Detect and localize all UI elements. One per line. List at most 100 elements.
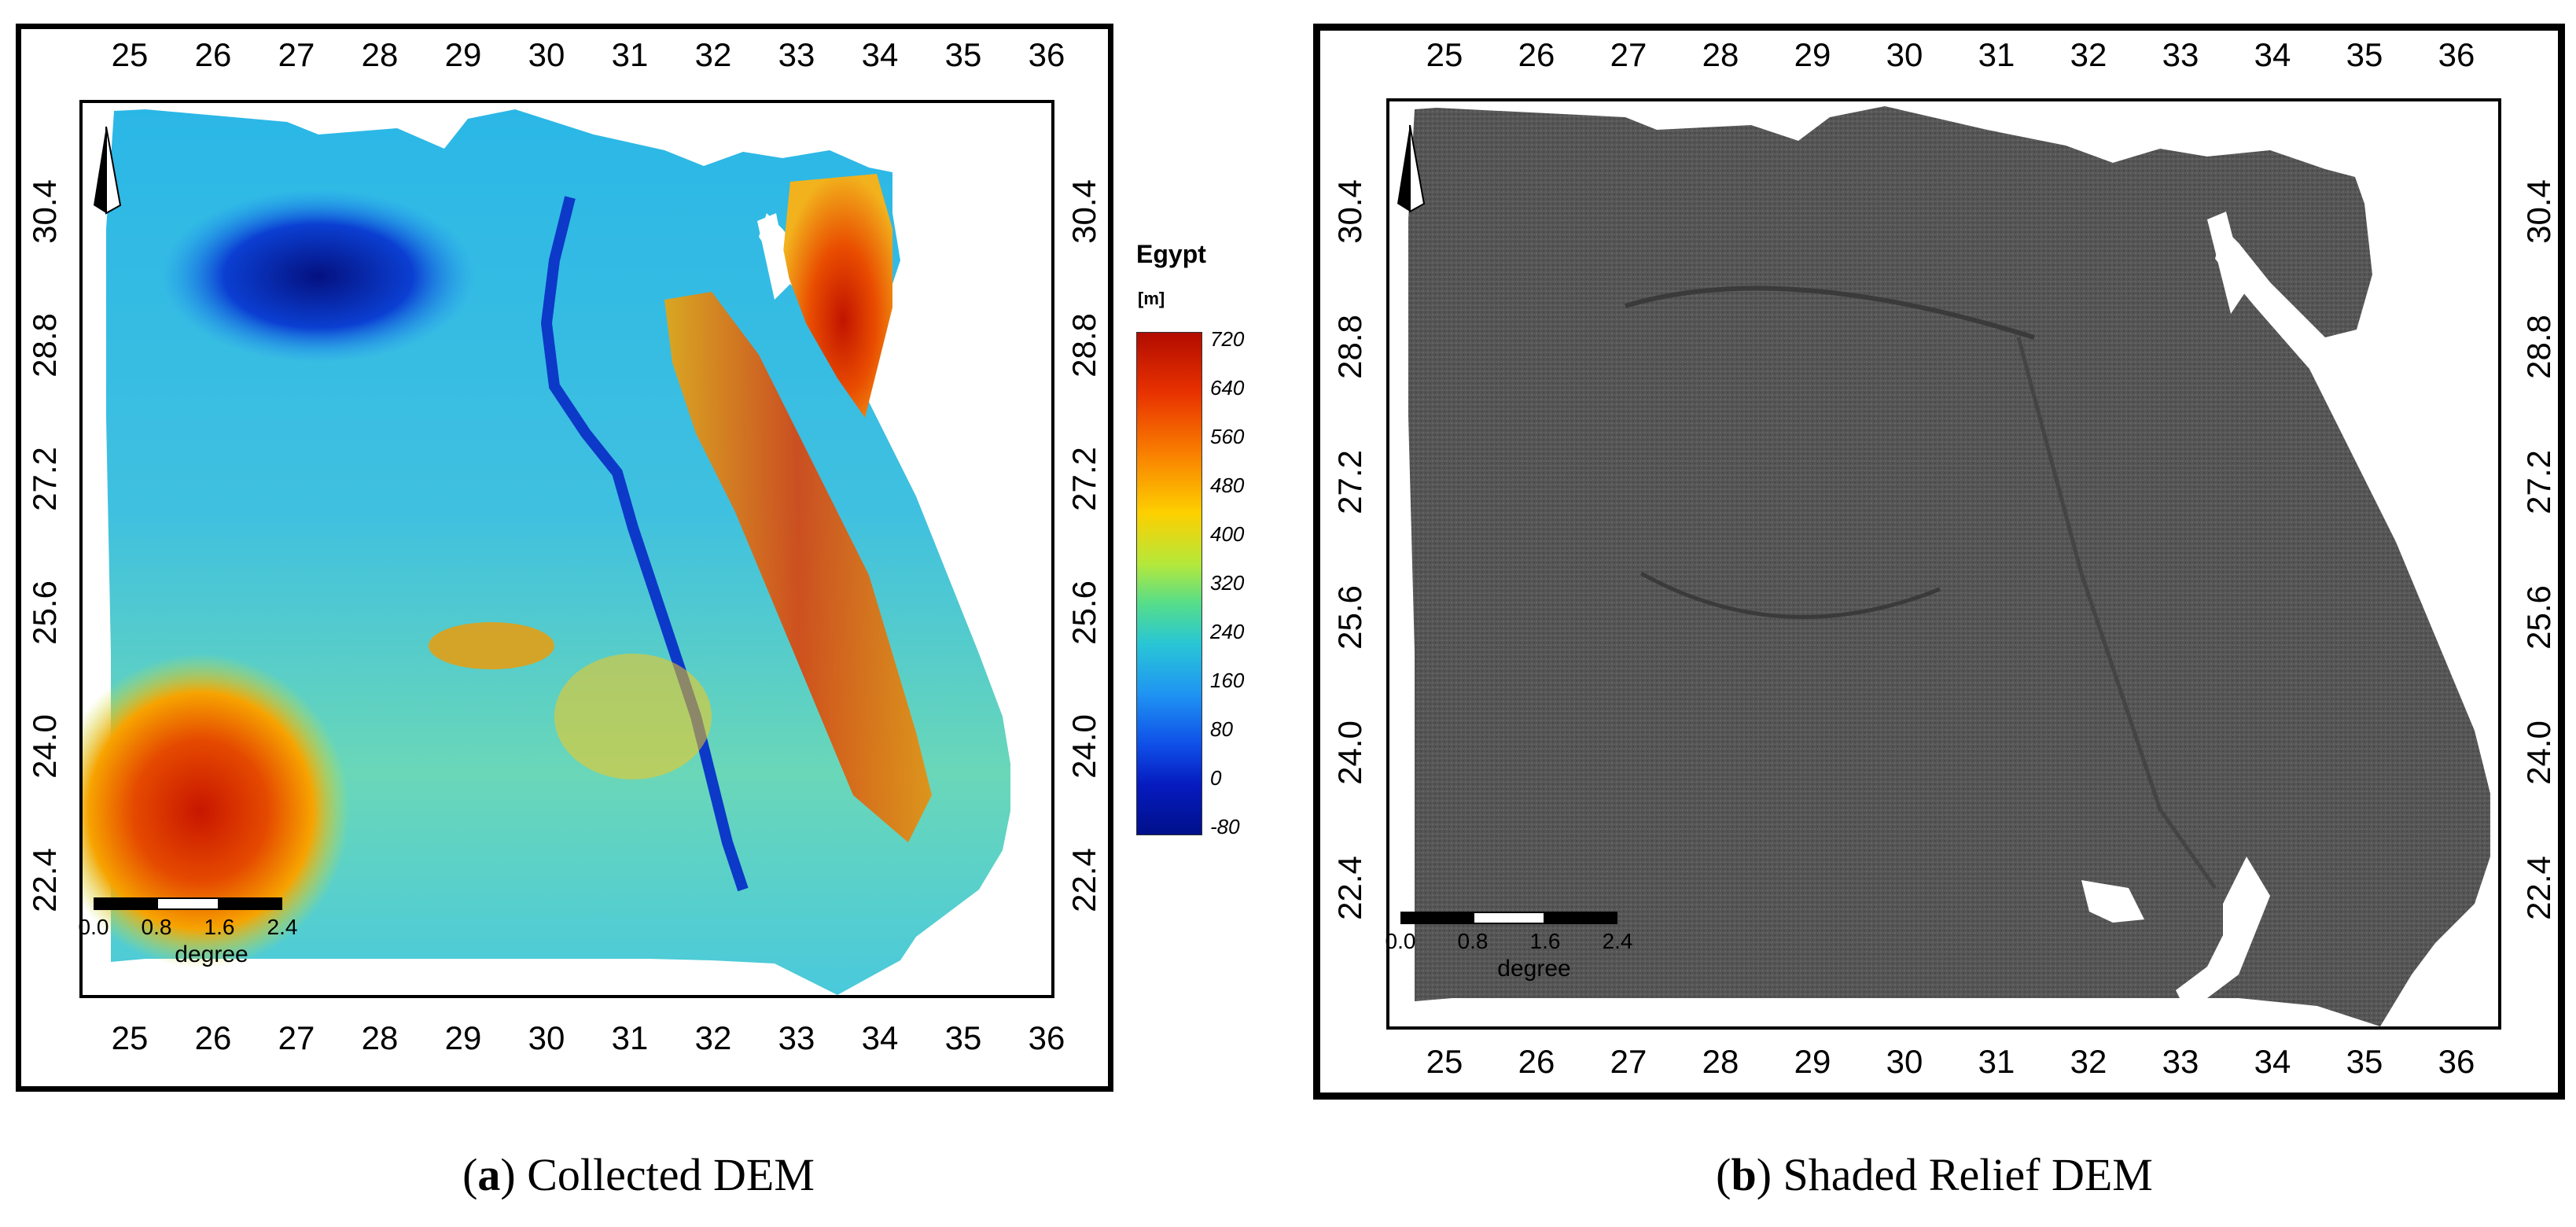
scale-label: 1.6 — [204, 915, 235, 939]
legend-label: 160 — [1210, 669, 1245, 692]
x-tick-label: 35 — [2346, 36, 2383, 73]
x-tick-label: 36 — [1028, 1019, 1065, 1056]
y-tick-label: 24.0 — [26, 714, 63, 779]
legend-label: 320 — [1210, 571, 1245, 595]
y-tick-label: 27.2 — [26, 447, 63, 511]
qattara-depression — [161, 190, 476, 363]
x-tick-label: 29 — [444, 36, 482, 73]
y-tick-label: 30.4 — [2520, 179, 2557, 244]
panel-collected-dem: 0.0 0.8 1.6 2.4 degree Egypt [m] 720 640 5… — [16, 24, 1244, 1092]
x-tick-label: 30 — [528, 1019, 565, 1056]
map-frame-a: 0.0 0.8 1.6 2.4 degree — [79, 100, 1054, 998]
y-tick-label: 30.4 — [1065, 179, 1102, 244]
scale-label: 0.8 — [1457, 929, 1489, 953]
y-tick-label: 27.2 — [1065, 447, 1102, 511]
x-tick-label: 27 — [278, 36, 315, 73]
legend-color-bar — [1136, 332, 1202, 835]
legend-label: 720 — [1210, 327, 1245, 351]
kharga-highland — [429, 622, 554, 669]
x-tick-label: 33 — [2162, 1043, 2199, 1080]
x-tick-label: 29 — [444, 1019, 482, 1056]
x-tick-label: 28 — [1702, 36, 1739, 73]
scale-label: 0.8 — [141, 915, 172, 939]
scalebar-a: 0.0 0.8 1.6 2.4 degree — [79, 897, 314, 968]
scale-label: 0.0 — [1385, 929, 1416, 953]
gulf-of-suez — [2207, 212, 2247, 314]
x-tick-label: 35 — [944, 1019, 982, 1056]
x-tick-label: 35 — [944, 36, 982, 73]
caption-a: (a) Collected DEM — [462, 1149, 815, 1200]
x-tick-label: 32 — [694, 1019, 732, 1056]
x-tick-label: 28 — [361, 36, 399, 73]
y-tick-label: 22.4 — [26, 848, 63, 912]
caption-text: Shaded Relief DEM — [1783, 1149, 2153, 1200]
x-tick-label: 31 — [1978, 1043, 2015, 1080]
gilf-kebir — [83, 654, 350, 968]
y-tick-label: 22.4 — [1331, 856, 1368, 920]
x-tick-label: 30 — [528, 36, 565, 73]
caption-letter: a — [477, 1149, 501, 1200]
x-tick-label: 30 — [1886, 1043, 1923, 1080]
x-tick-label: 33 — [778, 36, 815, 73]
y-tick-label: 27.2 — [1331, 450, 1368, 514]
legend-label: 560 — [1210, 425, 1245, 448]
caption-b: (b) Shaded Relief DEM — [1716, 1149, 2153, 1200]
x-tick-label: 31 — [1978, 36, 2015, 73]
x-tick-label: 26 — [1518, 36, 1555, 73]
scalebar-b: 0.0 0.8 1.6 2.4 degree — [1386, 912, 1652, 982]
x-tick-label: 34 — [2254, 36, 2291, 73]
y-tick-label: 25.6 — [2520, 585, 2557, 650]
y-tick-label: 28.8 — [1331, 315, 1368, 379]
y-tick-label: 28.8 — [26, 313, 63, 378]
x-tick-label: 33 — [2162, 36, 2199, 73]
x-tick-label: 26 — [194, 36, 232, 73]
scale-label: 1.6 — [1529, 929, 1561, 953]
central-plateau — [554, 654, 712, 779]
gulf-of-suez — [757, 213, 790, 300]
y-tick-label: 25.6 — [1065, 580, 1102, 645]
x-tick-label: 31 — [611, 1019, 649, 1056]
y-tick-label: 24.0 — [1065, 714, 1102, 779]
y-tick-label: 22.4 — [2520, 856, 2557, 920]
y-tick-label: 28.8 — [1065, 313, 1102, 378]
legend-label: 640 — [1210, 376, 1245, 400]
y-tick-label: 28.8 — [2520, 315, 2557, 379]
y-tick-label: 30.4 — [1331, 179, 1368, 244]
x-tick-label: 29 — [1794, 1043, 1831, 1080]
legend-label: 0 — [1210, 766, 1222, 790]
x-tick-label: 28 — [1702, 1043, 1739, 1080]
scale-label: 0.0 — [78, 915, 109, 939]
x-tick-label: 31 — [611, 36, 649, 73]
scale-unit: degree — [175, 941, 248, 967]
legend-label: 400 — [1210, 522, 1245, 546]
x-tick-label: 36 — [1028, 36, 1065, 73]
map-frame-b: 0.0 0.8 1.6 2.4 degree — [1386, 98, 2501, 1030]
x-tick-label: 28 — [361, 1019, 399, 1056]
legend-label: -80 — [1210, 815, 1240, 838]
legend-label: 240 — [1210, 620, 1245, 643]
y-tick-label: 27.2 — [2520, 450, 2557, 514]
y-tick-label: 24.0 — [1331, 720, 1368, 785]
x-tick-label: 32 — [2070, 36, 2107, 73]
legend-unit: [m] — [1138, 289, 1165, 308]
shaded-relief-map — [1397, 106, 2490, 1026]
caption-text: Collected DEM — [527, 1149, 815, 1200]
x-tick-label: 30 — [1886, 36, 1923, 73]
x-tick-label: 25 — [1426, 36, 1463, 73]
nile-valley — [540, 196, 749, 892]
x-tick-label: 34 — [2254, 1043, 2291, 1080]
x-tick-label: 34 — [861, 36, 899, 73]
x-tick-label: 29 — [1794, 36, 1831, 73]
x-tick-label: 25 — [1426, 1043, 1463, 1080]
x-tick-label: 35 — [2346, 1043, 2383, 1080]
y-tick-label: 22.4 — [1065, 848, 1102, 912]
x-tick-label: 27 — [1610, 36, 1647, 73]
scale-label: 2.4 — [1602, 929, 1633, 953]
egypt-land-relief — [1408, 106, 2490, 1026]
y-tick-label: 25.6 — [1331, 585, 1368, 650]
x-tick-label: 26 — [1518, 1043, 1555, 1080]
panel-shaded-relief: 0.0 0.8 1.6 2.4 degree 25 25 26 26 27 27 28 28 2… — [1313, 24, 2565, 1100]
x-tick-label: 33 — [778, 1019, 815, 1056]
scale-unit: degree — [1497, 956, 1571, 982]
x-tick-label: 25 — [111, 36, 149, 73]
